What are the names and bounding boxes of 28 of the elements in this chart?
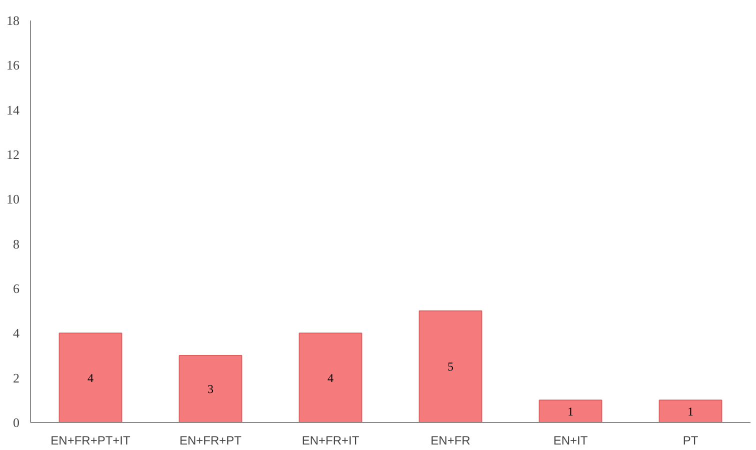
- y-tick-label: 2: [13, 370, 20, 386]
- x-tick-label: PT: [682, 434, 699, 448]
- x-tick-label: EN+FR+PT: [179, 434, 242, 448]
- data-label: 4: [88, 370, 94, 385]
- data-label: 3: [208, 382, 214, 396]
- y-tick-label: 16: [6, 58, 20, 73]
- y-tick-label: 4: [13, 326, 20, 341]
- y-tick-label: 18: [6, 13, 20, 28]
- bar: [178, 355, 242, 422]
- x-tick-label: EN+FR+IT: [302, 434, 360, 448]
- y-tick-label: 14: [6, 102, 20, 118]
- data-label: 4: [328, 370, 334, 385]
- x-tick-label: EN+FR: [430, 434, 471, 448]
- data-label: 1: [568, 404, 574, 418]
- bar: [58, 332, 122, 422]
- x-tick-label: EN+IT: [553, 434, 588, 448]
- x-tick-label: EN+FR+PT+IT: [50, 434, 132, 448]
- y-tick-label: 10: [6, 192, 20, 207]
- bar: [658, 400, 722, 422]
- bar: [298, 332, 362, 422]
- y-tick-label: 12: [6, 147, 20, 162]
- bar: [418, 310, 482, 422]
- data-label: 5: [448, 360, 454, 374]
- y-tick-label: 6: [13, 281, 20, 296]
- bar: [538, 400, 602, 422]
- y-tick-label: 0: [13, 415, 20, 430]
- y-tick-label: 8: [13, 236, 20, 252]
- data-label: 1: [688, 404, 694, 418]
